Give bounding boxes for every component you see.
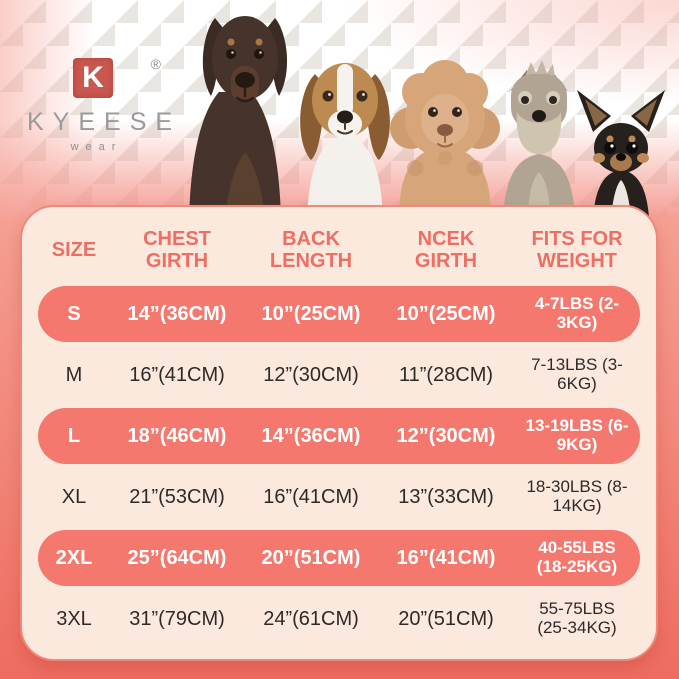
chihuahua-dog-icon <box>577 90 665 218</box>
size-cell: XL <box>61 485 87 508</box>
brand-tagline: wear <box>70 141 123 153</box>
back-length-cell: 10”(25CM) <box>261 302 361 325</box>
back-length-cell: 16”(41CM) <box>263 485 359 508</box>
weight-cell: 18-30LBS (8-14KG) <box>526 476 628 516</box>
beagle-dog-icon <box>300 63 390 218</box>
back-length-cell: 14”(36CM) <box>261 424 361 447</box>
chest-girth-cell: 18”(46CM) <box>127 424 227 447</box>
neck-girth-cell: 10”(25CM) <box>396 302 496 325</box>
table-row: L 18”(46CM) 14”(36CM) 12”(30CM) 13-19LBS… <box>38 408 640 464</box>
size-chart-panel: SIZE CHEST GIRTH BACK LENGTH NCEK GIRTH … <box>20 205 658 661</box>
size-cell: M <box>65 363 83 386</box>
weight-cell: 7-13LBS (3-6KG) <box>531 354 623 394</box>
neck-girth-cell: 20”(51CM) <box>398 607 494 630</box>
neck-girth-cell: 16”(41CM) <box>396 546 496 569</box>
neck-girth-cell: 12”(30CM) <box>396 424 496 447</box>
schnauzer-dog-icon <box>503 60 575 218</box>
size-cell: L <box>67 424 81 447</box>
weight-cell: 55-75LBS (25-34KG) <box>537 598 617 638</box>
table-row: S 14”(36CM) 10”(25CM) 10”(25CM) 4-7LBS (… <box>38 286 640 342</box>
brand-name: KYEESE <box>27 108 182 136</box>
column-header-fits-for-weight: FITS FOR WEIGHT <box>531 228 623 272</box>
weight-cell: 4-7LBS (2-3KG) <box>534 293 620 333</box>
neck-girth-cell: 11”(28CM) <box>398 363 494 386</box>
weight-cell: 13-19LBS (6-9KG) <box>525 415 629 455</box>
column-header-neck-girth: NCEK GIRTH <box>414 228 478 272</box>
back-length-cell: 20”(51CM) <box>261 546 361 569</box>
dogs-lineup-illustration <box>189 16 665 218</box>
poodle-dog-icon <box>390 60 500 218</box>
chest-girth-cell: 31”(79CM) <box>129 607 225 630</box>
weight-cell: 40-55LBS (18-25KG) <box>536 537 618 577</box>
hero-banner: K ® KYEESE wear <box>0 0 679 218</box>
table-row: M 16”(41CM) 12”(30CM) 11”(28CM) 7-13LBS … <box>38 347 640 403</box>
table-row: XL 21”(53CM) 16”(41CM) 13”(33CM) 18-30LB… <box>38 469 640 525</box>
table-header-row: SIZE CHEST GIRTH BACK LENGTH NCEK GIRTH … <box>38 221 640 281</box>
chest-girth-cell: 16”(41CM) <box>129 363 225 386</box>
neck-girth-cell: 13”(33CM) <box>398 485 494 508</box>
size-cell: S <box>67 302 81 325</box>
table-row: 2XL 25”(64CM) 20”(51CM) 16”(41CM) 40-55L… <box>38 530 640 586</box>
brand-logo: K ® KYEESE wear <box>18 56 182 153</box>
column-header-back-length: BACK LENGTH <box>269 228 353 272</box>
doberman-dog-icon <box>189 16 288 218</box>
brand-logo-mark: K <box>73 58 113 98</box>
size-cell: 2XL <box>55 546 93 569</box>
table-row: 3XL 31”(79CM) 24”(61CM) 20”(51CM) 55-75L… <box>38 591 640 647</box>
chest-girth-cell: 21”(53CM) <box>129 485 225 508</box>
column-header-chest-girth: CHEST GIRTH <box>143 228 211 272</box>
size-cell: 3XL <box>56 607 92 630</box>
registered-trademark-symbol: ® <box>150 56 161 72</box>
chest-girth-cell: 25”(64CM) <box>127 546 227 569</box>
column-header-size: SIZE <box>51 239 97 262</box>
chest-girth-cell: 14”(36CM) <box>127 302 227 325</box>
back-length-cell: 24”(61CM) <box>263 607 359 630</box>
back-length-cell: 12”(30CM) <box>263 363 359 386</box>
